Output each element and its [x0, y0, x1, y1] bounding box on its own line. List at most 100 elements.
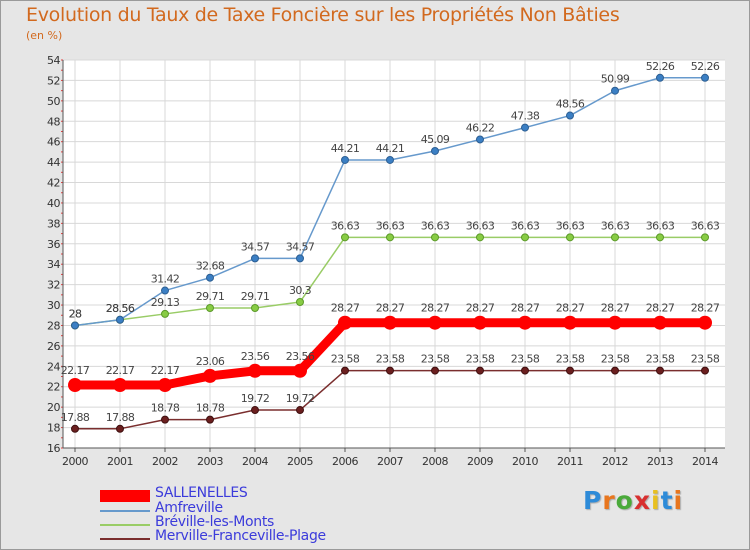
- data-label: 36.63: [556, 219, 585, 232]
- data-label: 45.09: [421, 133, 450, 146]
- data-point: [68, 378, 82, 393]
- y-tick-label: 52: [47, 74, 60, 87]
- x-tick-label: 2009: [467, 455, 493, 468]
- y-tick-label: 22: [47, 381, 60, 394]
- y-tick-label: 36: [47, 238, 60, 251]
- data-label: 46.22: [466, 121, 495, 134]
- data-point: [701, 366, 709, 375]
- brand-letter: r: [602, 486, 616, 515]
- data-label: 23.58: [466, 353, 495, 366]
- data-point: [611, 233, 619, 242]
- data-point: [698, 315, 712, 330]
- data-label: 28.27: [601, 302, 630, 315]
- legend-swatch-amfreville: [100, 510, 150, 512]
- brand-letter: t: [660, 486, 674, 515]
- x-tick-label: 2014: [692, 455, 718, 468]
- data-point: [473, 315, 487, 330]
- y-tick-label: 18: [47, 422, 60, 435]
- data-label: 32.68: [196, 260, 225, 273]
- data-point: [476, 366, 484, 375]
- x-tick-label: 2006: [332, 455, 358, 468]
- y-tick-label: 46: [47, 136, 60, 149]
- data-point: [566, 366, 574, 375]
- x-tick-label: 2000: [62, 455, 88, 468]
- y-tick-label: 16: [47, 442, 60, 455]
- data-label: 36.63: [466, 219, 495, 232]
- data-point: [161, 309, 169, 318]
- data-label: 28.27: [556, 302, 585, 315]
- data-point: [701, 73, 709, 82]
- data-label: 47.38: [511, 110, 540, 123]
- data-point: [158, 378, 172, 393]
- data-point: [386, 233, 394, 242]
- data-label: 36.63: [331, 219, 360, 232]
- data-label: 48.56: [556, 98, 585, 111]
- data-point: [296, 406, 304, 415]
- data-point: [521, 233, 529, 242]
- legend-swatch-sallenelles: [100, 490, 150, 502]
- legend-swatch-breville: [100, 524, 150, 526]
- x-tick-label: 2008: [422, 455, 448, 468]
- data-point: [653, 315, 667, 330]
- data-point: [521, 123, 529, 132]
- data-label: 28: [69, 307, 82, 320]
- brand-letter: x: [633, 486, 651, 515]
- data-point: [296, 297, 304, 306]
- data-point: [476, 135, 484, 144]
- data-point: [341, 366, 349, 375]
- data-point: [521, 366, 529, 375]
- data-point: [566, 233, 574, 242]
- data-label: 22.17: [151, 364, 180, 377]
- x-tick-label: 2012: [602, 455, 628, 468]
- data-label: 28.27: [511, 302, 540, 315]
- data-label: 18.78: [151, 402, 180, 415]
- data-point: [251, 254, 259, 263]
- y-tick-label: 28: [47, 319, 60, 332]
- brand-letter: o: [615, 486, 634, 515]
- data-point: [341, 233, 349, 242]
- data-label: 31.42: [151, 273, 180, 286]
- data-label: 23.58: [421, 353, 450, 366]
- data-point: [428, 315, 442, 330]
- brand-letter: i: [651, 486, 661, 515]
- data-label: 50.99: [601, 73, 630, 86]
- legend-label-merville: Merville-Franceville-Plage: [155, 528, 326, 544]
- data-point: [701, 233, 709, 242]
- data-label: 23.58: [511, 353, 540, 366]
- x-tick-label: 2010: [512, 455, 538, 468]
- data-point: [431, 233, 439, 242]
- legend-label-breville: Bréville-les-Monts: [155, 514, 275, 530]
- data-point: [611, 86, 619, 95]
- data-label: 36.63: [646, 219, 675, 232]
- x-tick-label: 2003: [197, 455, 223, 468]
- chart-title: Evolution du Taux de Taxe Foncière sur l…: [26, 4, 620, 26]
- data-point: [656, 73, 664, 82]
- data-point: [338, 315, 352, 330]
- y-tick-label: 40: [47, 197, 60, 210]
- data-label: 44.21: [331, 142, 360, 155]
- data-label: 36.63: [376, 219, 405, 232]
- data-label: 23.56: [241, 350, 270, 363]
- y-tick-label: 32: [47, 279, 60, 292]
- data-label: 34.57: [241, 240, 270, 253]
- data-point: [341, 155, 349, 164]
- data-label: 29.71: [196, 290, 225, 303]
- data-label: 36.63: [601, 219, 630, 232]
- data-label: 52.26: [691, 60, 720, 73]
- data-point: [251, 304, 259, 313]
- y-tick-label: 48: [47, 115, 60, 128]
- data-label: 23.58: [601, 353, 630, 366]
- data-label: 17.88: [61, 411, 90, 424]
- x-tick-label: 2004: [242, 455, 268, 468]
- data-point: [251, 406, 259, 415]
- data-label: 28.27: [691, 302, 720, 315]
- data-point: [383, 315, 397, 330]
- legend-label-sallenelles: SALLENELLES: [155, 485, 248, 501]
- y-tick-label: 44: [47, 156, 60, 169]
- data-point: [431, 366, 439, 375]
- data-label: 23.58: [646, 353, 675, 366]
- x-tick-label: 2007: [377, 455, 403, 468]
- data-label: 36.63: [511, 219, 540, 232]
- data-label: 28.27: [466, 302, 495, 315]
